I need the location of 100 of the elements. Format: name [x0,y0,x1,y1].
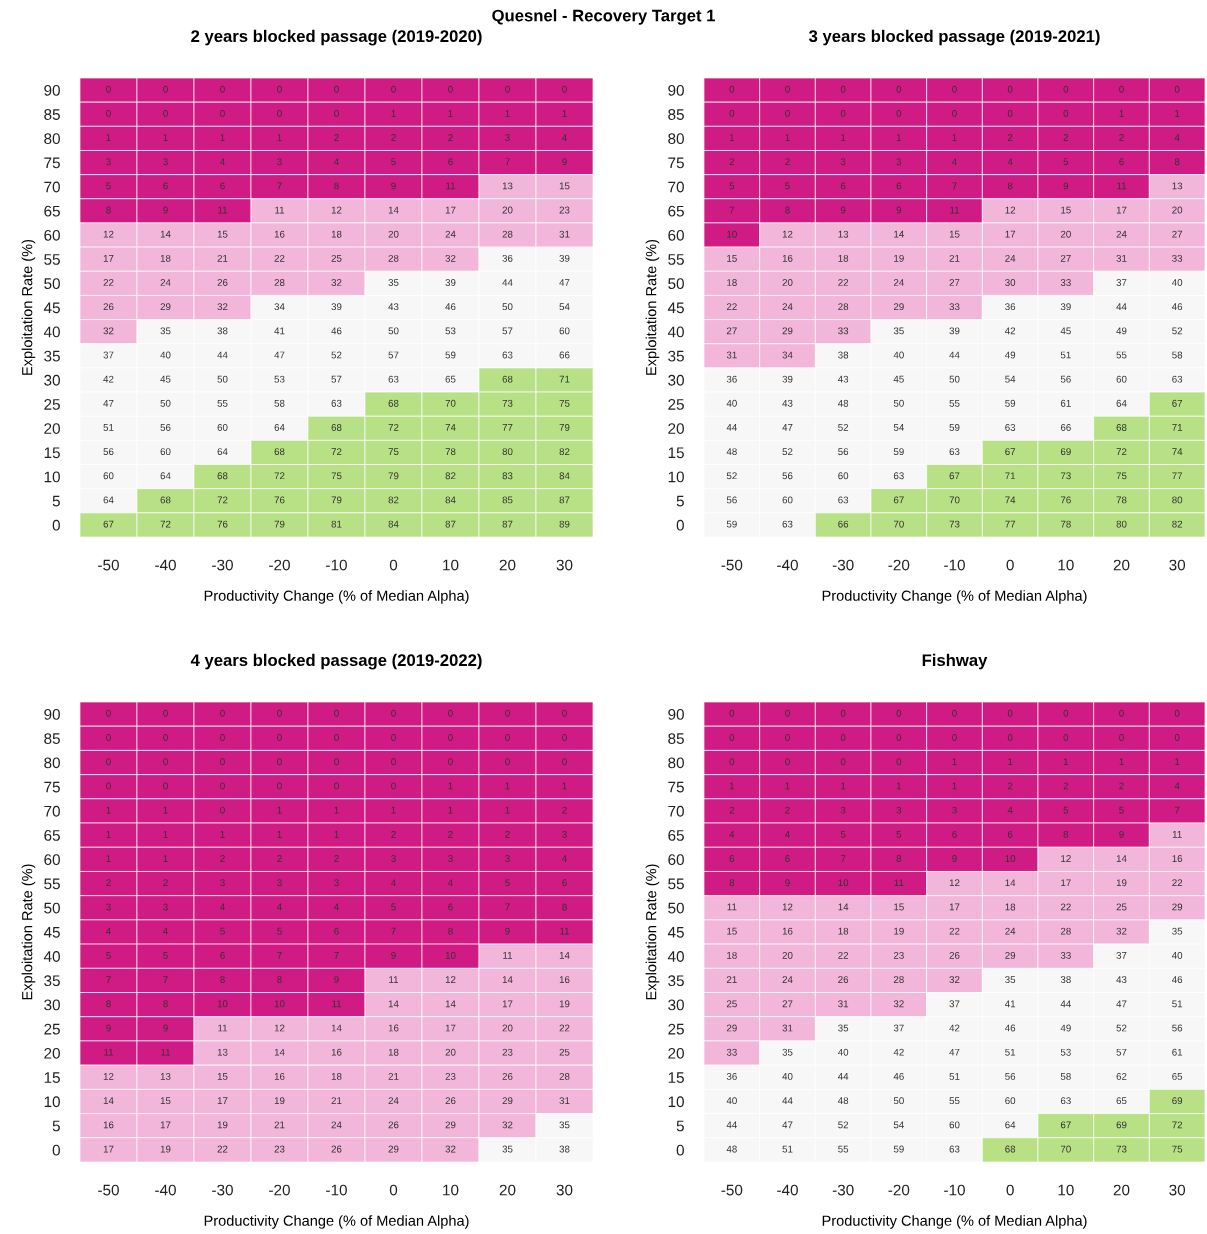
data-label: 1 [106,830,111,838]
data-label: 12 [1061,855,1071,862]
data-label: 74 [1005,496,1016,504]
data-label: 79 [274,520,285,528]
data-label: 55 [217,399,228,407]
data-label: 63 [838,496,849,504]
data-label: 2 [562,806,567,814]
data-label: 30 [1005,279,1016,286]
data-label: 70 [949,496,960,504]
data-label: 9 [391,182,396,190]
y-tick-label: 65 [44,830,60,841]
data-label: 2 [1119,782,1124,790]
data-label: 11 [950,206,960,214]
data-label: 9 [785,879,790,887]
data-label: 16 [274,1072,285,1080]
data-label: 71 [559,375,570,383]
data-label: 78 [1060,520,1071,528]
data-label: 16 [782,254,793,262]
data-label: 0 [106,758,111,766]
data-label: 60 [1005,1097,1016,1105]
data-label: 1 [952,758,957,766]
data-label: 9 [106,1024,111,1032]
data-label: 1 [448,782,453,790]
data-label: 0 [106,109,111,117]
data-label: 15 [727,927,737,935]
x-tick-label: 20 [499,559,516,571]
data-label: 12 [103,230,114,238]
data-label: 58 [1172,351,1183,359]
data-label: 1 [220,134,225,141]
data-label: 17 [103,1145,114,1153]
data-label: 0 [163,734,168,741]
data-label: 19 [1116,879,1127,887]
data-label: 63 [1005,424,1016,431]
y-tick-label: 20 [668,1047,684,1059]
data-label: 20 [445,1048,456,1056]
data-label: 64 [217,448,228,456]
data-label: 4 [277,903,282,911]
data-label: 1 [896,134,902,141]
data-label: 22 [949,927,960,935]
data-label: 1 [896,782,902,790]
data-label: 27 [782,1000,793,1008]
data-label: 11 [275,206,285,214]
data-label: 0 [334,758,339,766]
data-label: 21 [274,1121,285,1129]
y-tick-label: 35 [44,975,60,987]
data-label: 1 [448,110,453,117]
data-label: 61 [1060,399,1071,407]
data-label: 75 [331,472,342,480]
data-label: 0 [952,109,957,117]
data-label: 72 [388,424,399,431]
data-label: 31 [782,1024,793,1032]
data-label: 5 [505,879,510,887]
data-label: 0 [448,85,453,93]
data-label: 16 [103,1121,114,1129]
data-label: 54 [559,303,570,311]
data-label: 18 [331,230,342,238]
data-label: 13 [502,182,513,190]
data-label: 55 [949,1097,960,1105]
data-label: 0 [1007,85,1013,93]
x-tick-label: -20 [269,1184,290,1196]
x-tick-label: -20 [888,1184,910,1196]
y-tick-label: 10 [668,1096,684,1108]
data-label: 71 [1005,472,1016,480]
data-label: 3 [505,855,510,862]
data-label: 70 [1060,1145,1071,1153]
data-label: 2 [277,855,282,862]
data-label: 37 [103,351,114,359]
data-label: 6 [840,182,846,190]
data-label: 8 [163,1000,168,1008]
data-label: 21 [726,976,737,983]
data-label: 44 [782,1097,793,1104]
data-label: 5 [1119,806,1124,814]
data-label: 53 [445,327,456,335]
data-label: 23 [893,951,904,959]
data-label: 0 [277,782,282,790]
data-label: 0 [163,758,168,766]
data-label: 0 [220,709,225,717]
data-label: 33 [1060,951,1071,959]
data-label: 17 [217,1097,228,1104]
y-tick-label: 0 [52,519,60,531]
data-label: 0 [562,758,567,766]
data-label: 73 [949,520,960,528]
data-label: 14 [894,230,904,238]
data-label: 50 [949,375,960,383]
y-tick-label: 90 [668,84,684,96]
data-label: 0 [163,782,168,790]
data-label: 52 [1116,1024,1127,1032]
data-label: 1 [334,806,339,814]
data-label: 0 [220,85,225,93]
data-label: 22 [726,303,737,311]
data-label: 8 [106,206,111,214]
data-label: 44 [837,1073,849,1080]
x-tick-label: -10 [326,559,347,571]
data-label: 69 [1060,448,1071,456]
data-label: 67 [1005,448,1016,456]
data-label: 17 [445,206,456,214]
data-label: 67 [949,472,960,480]
data-label: 0 [391,782,396,790]
data-label: 29 [1005,951,1016,959]
data-label: 5 [220,927,225,935]
